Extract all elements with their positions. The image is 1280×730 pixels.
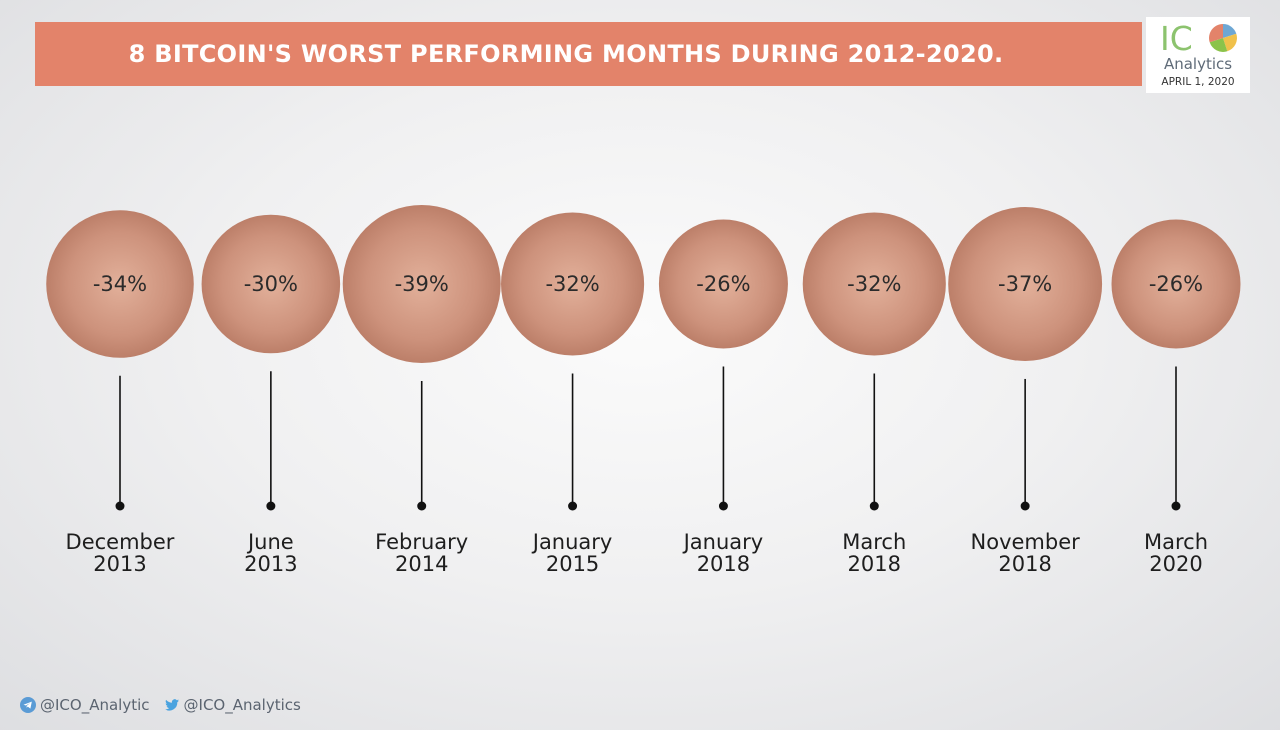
report-date: APRIL 1, 2020	[1161, 76, 1235, 88]
year-label: 2018	[998, 552, 1051, 576]
month-label: February	[375, 530, 468, 554]
footer: @ICO_Analytic @ICO_Analytics	[20, 696, 301, 714]
stem-dot	[718, 501, 728, 511]
bubble	[658, 219, 788, 349]
bubble-value-label: -34%	[93, 272, 147, 296]
month-label: March	[842, 530, 906, 554]
year-label: 2020	[1149, 552, 1202, 576]
telegram-icon	[20, 697, 36, 713]
logo-wordmark: Analytics	[1163, 55, 1233, 73]
stem-dot	[1020, 501, 1030, 511]
stem-dot	[869, 501, 879, 511]
bubble	[948, 207, 1103, 361]
twitter-icon	[164, 699, 179, 711]
ico-analytics-logo: IC Analytics APRIL 1, 2020	[1146, 17, 1250, 93]
bubble-value-label: -32%	[847, 272, 901, 296]
year-label: 2013	[244, 552, 297, 576]
bubble-value-label: -32%	[545, 272, 599, 296]
page-title: 8 BITCOIN'S WORST PERFORMING MONTHS DURI…	[128, 40, 1004, 68]
title-banner: 8 BITCOIN'S WORST PERFORMING MONTHS DURI…	[35, 22, 1142, 86]
bubble	[46, 210, 194, 358]
month-label: December	[66, 530, 175, 554]
bubble	[501, 212, 645, 356]
year-label: 2018	[697, 552, 750, 576]
month-label: March	[1144, 530, 1208, 554]
bubble	[201, 214, 341, 354]
month-label: November	[971, 530, 1081, 554]
month-label: January	[531, 530, 613, 554]
month-label: June	[246, 530, 294, 554]
year-label: 2013	[93, 552, 146, 576]
bubble-value-label: -37%	[998, 272, 1052, 296]
bubble-value-label: -30%	[244, 272, 298, 296]
year-label: 2018	[848, 552, 901, 576]
bubble-value-label: -26%	[696, 272, 750, 296]
bubble	[1111, 219, 1241, 349]
logo-mark-icon: IC	[1160, 21, 1237, 53]
month-label: January	[682, 530, 764, 554]
bubble	[802, 212, 946, 356]
year-label: 2015	[546, 552, 599, 576]
logo-mark-text: IC	[1160, 21, 1193, 53]
stem-dot	[266, 501, 276, 511]
telegram-handle[interactable]: @ICO_Analytic	[40, 696, 150, 714]
bubble-value-label: -39%	[395, 272, 449, 296]
stem-dot	[1171, 501, 1181, 511]
bubble-value-label: -26%	[1149, 272, 1203, 296]
stem-dot	[568, 501, 578, 511]
twitter-handle[interactable]: @ICO_Analytics	[183, 696, 301, 714]
bubble	[342, 205, 501, 363]
stem-dot	[417, 501, 427, 511]
stem-dot	[115, 501, 125, 511]
year-label: 2014	[395, 552, 448, 576]
